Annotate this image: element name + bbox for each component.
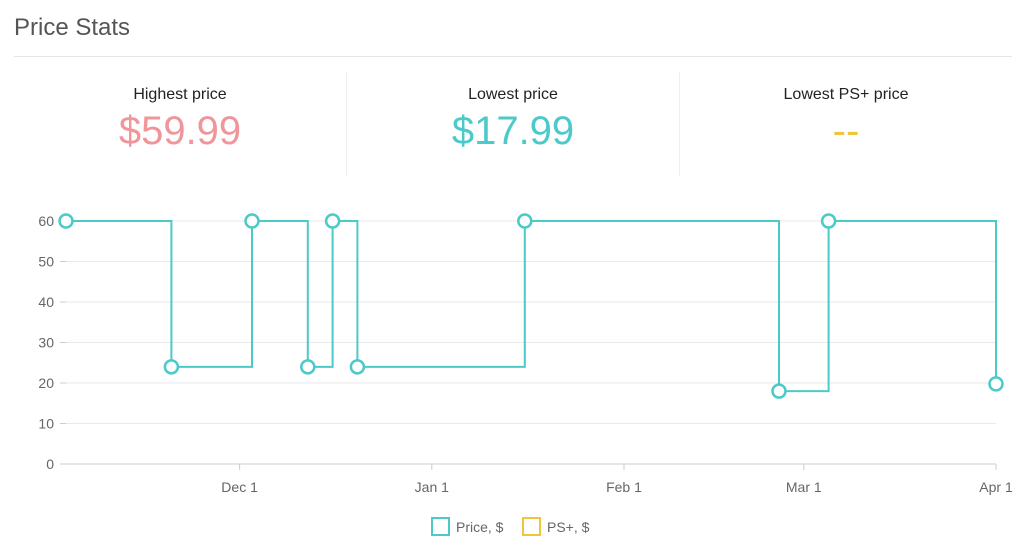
- stats-row: Highest price $59.99 Lowest price $17.99…: [14, 72, 1012, 176]
- stat-label: Lowest PS+ price: [783, 86, 909, 103]
- price-point: [517, 213, 533, 229]
- price-point: [771, 383, 787, 399]
- y-tick-label: 0: [46, 456, 54, 472]
- y-tick-label: 40: [38, 294, 54, 310]
- stat-value: $59.99: [118, 109, 242, 153]
- x-tick-label: Apr 1: [979, 479, 1013, 495]
- legend-swatch: [431, 517, 450, 536]
- legend-label: PS+, $: [547, 519, 590, 535]
- y-tick-label: 10: [38, 416, 54, 432]
- stat-label: Lowest price: [468, 86, 558, 103]
- x-tick-label: Mar 1: [786, 479, 822, 495]
- page-title: Price Stats: [14, 14, 131, 41]
- y-tick-label: 50: [38, 254, 54, 270]
- y-tick-label: 20: [38, 375, 54, 391]
- title-divider: [14, 56, 1012, 57]
- stat-label: Highest price: [133, 86, 227, 103]
- price-point: [820, 213, 837, 229]
- x-tick-label: Dec 1: [221, 479, 258, 495]
- stat-highest-price: Highest price $59.99: [14, 72, 346, 176]
- price-point: [300, 359, 316, 375]
- stat-lowest-price: Lowest price $17.99: [346, 72, 679, 176]
- y-tick-label: 30: [38, 335, 54, 351]
- legend-swatch: [522, 517, 541, 536]
- price-point: [244, 213, 260, 229]
- x-tick-label: Jan 1: [415, 479, 449, 495]
- price-point: [163, 359, 180, 375]
- price-point: [349, 359, 366, 375]
- y-tick-label: 60: [38, 213, 54, 229]
- stat-lowest-ps-plus-price: Lowest PS+ price --: [679, 72, 1012, 176]
- x-tick-label: Feb 1: [606, 479, 642, 495]
- legend-label: Price, $: [456, 519, 504, 535]
- price-point: [988, 376, 1004, 392]
- price-point: [324, 213, 341, 229]
- price-history-chart: 0 10 20 30 40 50 60 Dec 1 Jan 1 Feb 1 Mar 1 Apr 1 Pr…: [38, 213, 1013, 536]
- price-point: [58, 213, 74, 229]
- price-series-line: [66, 220, 997, 393]
- stat-value: --: [832, 109, 860, 153]
- stat-value: $17.99: [451, 109, 575, 153]
